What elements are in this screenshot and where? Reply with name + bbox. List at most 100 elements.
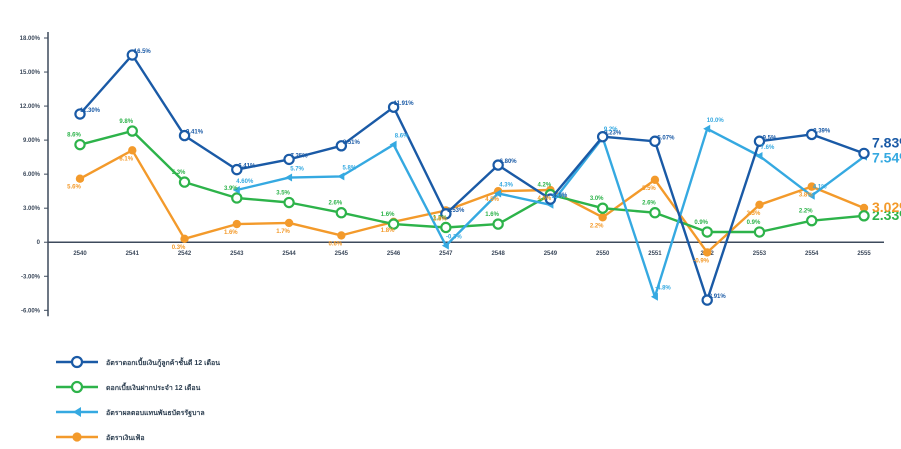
x-tick-label: 2546 (387, 251, 401, 257)
data-point (232, 186, 240, 195)
data-point (231, 192, 243, 204)
data-point (335, 140, 348, 152)
data-point (807, 191, 815, 200)
legend-item[interactable]: อัตราเงินเฟ้อ (56, 432, 145, 442)
data-label: -0.9% (693, 258, 709, 264)
data-label: 8.6% (395, 134, 409, 140)
data-label: 9.8% (119, 119, 133, 125)
data-label: 3.8% (554, 193, 568, 199)
data-label: 9.41% (186, 130, 204, 136)
x-tick-label: 2542 (178, 251, 192, 257)
y-tick-label: 0 (37, 240, 41, 246)
end-value-label: 2.33% (872, 207, 901, 223)
data-label: 7.35% (291, 153, 309, 159)
data-point (858, 210, 870, 222)
data-point (806, 214, 818, 227)
data-label: 5.7% (290, 167, 304, 173)
series-2 (232, 124, 867, 301)
data-label: 9.23% (604, 131, 622, 137)
data-label: 1.3% (433, 215, 447, 221)
data-point (178, 176, 191, 188)
legend-label: ดอกเบี้ยเงินฝากประจำ 12 เดือน (106, 381, 201, 392)
data-point (128, 146, 137, 155)
legend-item[interactable]: ดอกเบี้ยเงินฝากประจำ 12 เดือน (56, 380, 201, 394)
x-tick-label: 2554 (805, 251, 819, 257)
data-point (598, 213, 607, 222)
legend-item[interactable]: อัตราดอกเบี้ยเงินกู้ลูกค้าชั้นดี 12 เดือ… (56, 355, 220, 369)
data-label: 2.8% (433, 216, 447, 222)
data-point (74, 138, 86, 151)
x-tick-label: 2543 (230, 251, 244, 257)
data-point (232, 219, 241, 229)
data-point (649, 135, 661, 147)
data-point (649, 207, 661, 219)
data-label: 9.5% (763, 135, 777, 141)
data-point (337, 172, 345, 181)
legend-label: อัตราเงินเฟ้อ (106, 433, 145, 442)
data-point (75, 174, 85, 183)
legend-item[interactable]: อัตราผลตอบแทนพันธบัตรรัฐบาล (56, 407, 205, 418)
x-tick-label: 2540 (73, 251, 87, 257)
data-point (440, 221, 452, 234)
data-label: 3.8% (799, 193, 813, 199)
data-point (492, 159, 504, 171)
data-point (285, 173, 293, 182)
legend-label: อัตราผลตอบแทนพันธบัตรรัฐบาล (106, 409, 205, 418)
data-label: 5.8% (342, 165, 356, 171)
series-3 (75, 146, 869, 257)
data-label: 4.1% (813, 185, 827, 191)
data-label: -4.8% (655, 286, 671, 292)
data-label: 5.5% (642, 186, 656, 192)
data-label: 4.3% (499, 182, 513, 188)
y-tick-label: 3.00% (23, 206, 41, 212)
data-point (389, 140, 397, 149)
data-point (387, 101, 400, 113)
legend-marker (70, 355, 84, 369)
legend-marker (72, 432, 82, 442)
data-label: 2.2% (799, 209, 813, 215)
y-tick-label: 15.00% (20, 70, 41, 76)
data-point (596, 131, 609, 143)
x-tick-label: 2548 (491, 251, 505, 257)
data-point (807, 182, 816, 191)
data-point (441, 241, 449, 250)
data-label: 4.5% (485, 197, 499, 203)
data-label: 3.3% (552, 194, 566, 200)
data-label: 2.53% (447, 208, 465, 214)
data-label: 8.91% (709, 294, 727, 300)
x-tick-label: 2553 (753, 251, 767, 257)
data-label: 8.1% (119, 156, 133, 162)
axes: -6.00% -3.00% 0 3.00% 6.00% 9.00% 12.00% 15.00%… (20, 32, 884, 317)
series-line (79, 53, 865, 302)
data-point (755, 152, 763, 160)
series-line (79, 129, 865, 234)
data-label: 0.3% (172, 245, 186, 251)
data-point (387, 218, 400, 230)
data-point (283, 196, 295, 209)
data-label: 0.6% (328, 241, 342, 247)
end-value-label: 7.54% (872, 150, 901, 166)
series-0 (74, 49, 870, 306)
x-tick-label: 2547 (439, 251, 453, 257)
data-label: 2.2% (590, 223, 604, 229)
data-point (755, 200, 764, 209)
data-point (178, 129, 191, 142)
data-point (701, 294, 713, 306)
data-point (284, 218, 294, 228)
legend[interactable]: อัตราดอกเบี้ยเงินกู้ลูกค้าชั้นดี 12 เดือ… (56, 355, 220, 442)
data-label: 5.3% (172, 170, 186, 176)
data-point (701, 226, 713, 238)
data-label: 2.6% (328, 201, 342, 207)
data-point (753, 135, 766, 147)
series-layer (74, 49, 870, 306)
x-tick-label: 2544 (282, 251, 296, 257)
data-point (74, 108, 86, 120)
data-label: 1.8% (381, 228, 395, 234)
x-tick-label: 2551 (648, 251, 662, 257)
x-tick-label: 2549 (544, 251, 558, 257)
series-line (79, 149, 865, 254)
data-label: 1.6% (485, 212, 499, 218)
data-label: 3.0% (590, 196, 604, 202)
data-label: 1.7% (276, 229, 290, 235)
